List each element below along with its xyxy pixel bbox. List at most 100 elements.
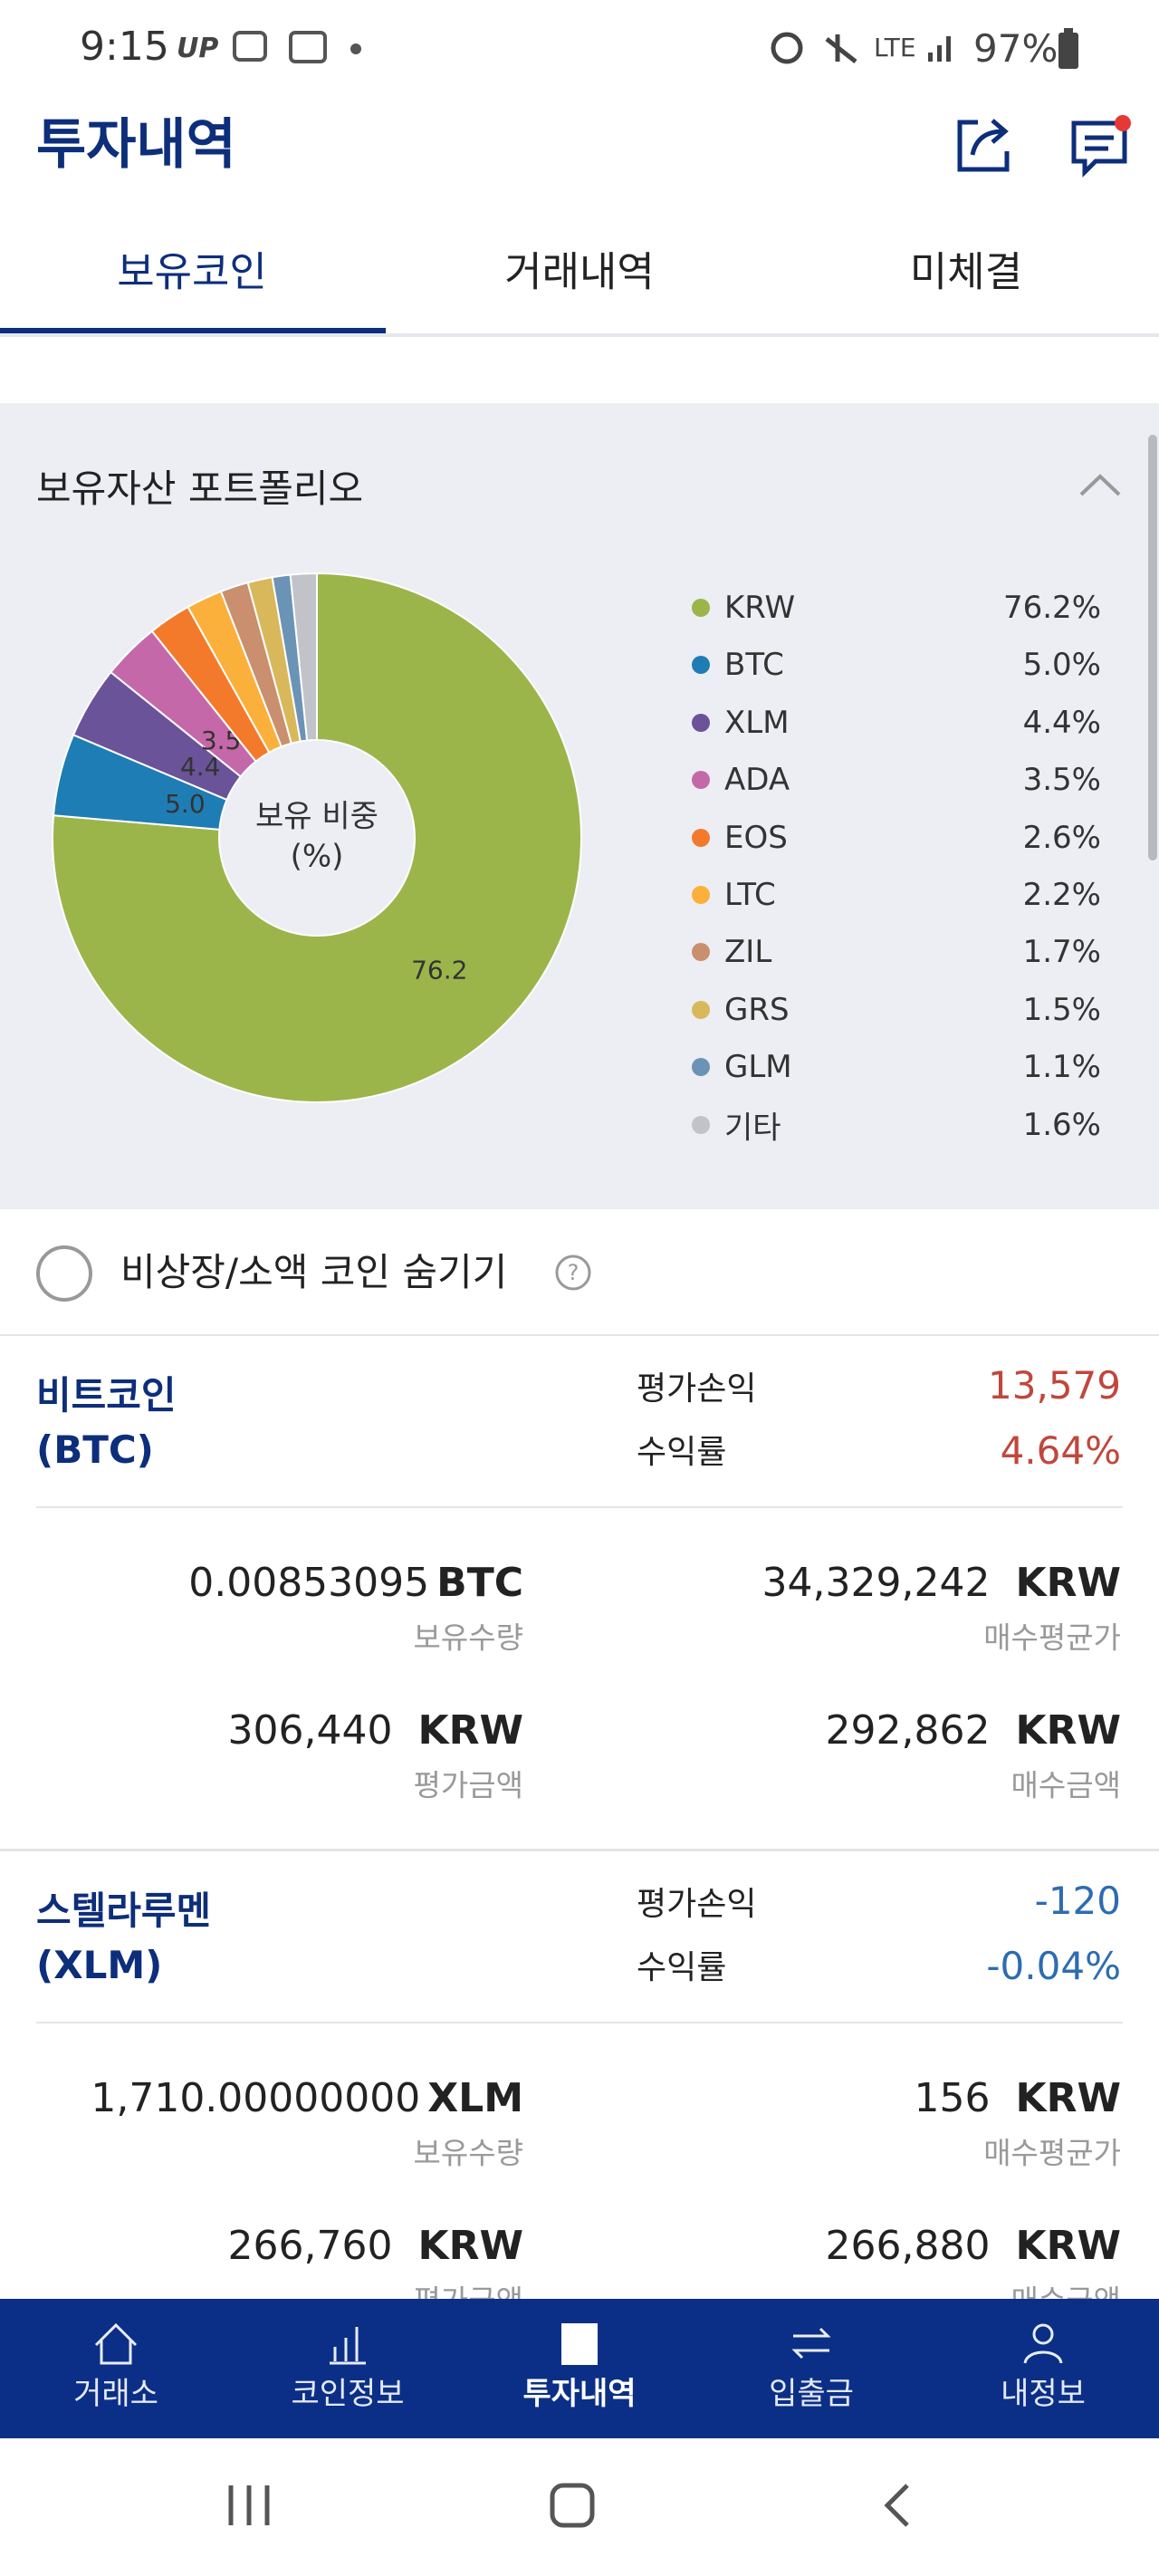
field-label: 매수평균가 — [983, 2135, 1121, 2171]
legend-value: 1.5% — [1022, 991, 1101, 1028]
status-battery: 97% — [973, 26, 1058, 71]
field-label: 매수평균가 — [983, 1620, 1121, 1656]
tab[interactable]: 보유코인 — [117, 247, 267, 296]
pnl-label: 평가손익 — [637, 1886, 757, 1923]
field-unit: KRW — [1015, 2223, 1121, 2269]
donut-chart: 76.25.04.43.5보유 비중(%) — [52, 572, 582, 1103]
field-unit: KRW — [417, 2223, 523, 2269]
legend-value: 2.2% — [1022, 877, 1101, 913]
legend-label: EOS — [724, 819, 788, 856]
legend-label: GRS — [724, 991, 790, 1028]
legend-value: 5.0% — [1022, 647, 1101, 684]
scrollbar — [1148, 435, 1157, 860]
field-value: 266,880 KRW — [826, 2226, 1121, 2266]
hide-toggle-label: 비상장/소액 코인 숨기기 — [120, 1250, 508, 1294]
portfolio-title: 보유자산 포트폴리오 — [36, 466, 364, 511]
battery-icon — [1058, 28, 1078, 69]
pnl-value: 13,579 — [988, 1363, 1121, 1408]
system-nav — [0, 2438, 1159, 2576]
field-label: 평가금액 — [413, 1767, 523, 1803]
hide-toggle-checkbox[interactable] — [34, 1244, 94, 1303]
field-value: 0.00853095 BTC — [188, 1563, 523, 1603]
field-unit: KRW — [1015, 1560, 1121, 1606]
tab[interactable]: 거래내역 — [504, 247, 655, 296]
legend-value: 4.4% — [1022, 704, 1101, 741]
field-number: 0.00853095 — [188, 1560, 430, 1606]
legend-label: ADA — [724, 762, 790, 799]
legend-value: 3.5% — [1022, 762, 1101, 799]
legend-label: 기타 — [724, 1110, 781, 1147]
coin-name: 스텔라루멘 — [36, 1889, 212, 1933]
donut-center-label: 보유 비중 — [255, 799, 378, 835]
field-unit: XLM — [427, 2075, 523, 2121]
tab-indicator — [0, 328, 386, 333]
tab[interactable]: 미체결 — [909, 247, 1023, 296]
legend: KRW 76.2% BTC 5.0% XLM 4.4% ADA 3.5% EOS 2.6% LTC 2… — [0, 403, 1159, 1209]
field-value: 266,760 KRW — [228, 2226, 523, 2266]
status-system-icons: LTE — [771, 32, 951, 64]
divider — [0, 1334, 1159, 1336]
collapse-button[interactable] — [1078, 471, 1123, 498]
legend-dot — [692, 1115, 710, 1134]
divider — [36, 1506, 1123, 1508]
legend-value: 2.6% — [1022, 819, 1101, 856]
field-number: 34,329,242 — [761, 1560, 991, 1606]
field-number: 292,862 — [825, 1707, 991, 1754]
coin-card: 스텔라루멘 (XLM) 평가손익 수익률 -120 -0.04% 1,710.0000000… — [0, 1850, 1159, 2367]
help-icon[interactable]: ? — [554, 1254, 592, 1292]
bottom-nav — [0, 2299, 1159, 2438]
slice-label: 5.0 — [165, 789, 206, 819]
legend-value: 1.7% — [1022, 934, 1101, 971]
status-time: 9:15 — [80, 24, 169, 70]
donut-center-label: (%) — [291, 839, 344, 875]
field-number: 156 — [914, 2075, 991, 2121]
rate-value: -0.04% — [986, 1944, 1121, 1988]
card-separator — [0, 1849, 1159, 1851]
field-value: 306,440 KRW — [228, 1711, 523, 1751]
legend-dot — [692, 1058, 710, 1077]
slice-label: 76.2 — [411, 955, 467, 985]
header-title: 투자내역 — [36, 113, 236, 177]
field-unit: KRW — [417, 1707, 523, 1754]
coin-ticker: (XLM) — [36, 1943, 163, 1987]
rate-label: 수익률 — [637, 1434, 727, 1471]
chat-button[interactable] — [1068, 109, 1141, 181]
share-button[interactable] — [951, 113, 1016, 178]
pnl-label: 평가손익 — [637, 1370, 757, 1408]
field-unit: KRW — [1015, 2075, 1121, 2121]
tab-divider — [0, 333, 1159, 337]
coin-name: 비트코인 — [36, 1373, 177, 1418]
donut-slice — [52, 572, 582, 1103]
field-value: 34,329,242 KRW — [762, 1563, 1121, 1603]
legend-label: XLM — [724, 704, 790, 741]
legend-dot — [692, 599, 710, 617]
legend-label: GLM — [724, 1049, 792, 1086]
legend-dot — [692, 713, 710, 732]
legend-label: KRW — [724, 590, 796, 626]
legend-dot — [692, 1000, 710, 1019]
rate-label: 수익률 — [637, 1949, 727, 1986]
legend-dot — [692, 771, 710, 790]
portfolio-section: 보유자산 포트폴리오 76.2 5.0 4.4 3.5 보유 비중 (%) KRW 76.2… — [0, 403, 1159, 1209]
field-value: 156 KRW — [915, 2079, 1122, 2119]
svg-text:?: ? — [568, 1260, 580, 1285]
legend-label: ZIL — [724, 934, 772, 971]
divider — [36, 2022, 1123, 2023]
rate-value: 4.64% — [1000, 1428, 1121, 1473]
field-label: 매수금액 — [1011, 1767, 1121, 1803]
field-value: 1,710.00000000 XLM — [91, 2079, 523, 2119]
legend-dot — [692, 943, 710, 962]
status-icons — [233, 31, 361, 63]
field-value: 292,862 KRW — [826, 1711, 1121, 1751]
field-unit: KRW — [1015, 1707, 1121, 1754]
field-number: 266,760 — [227, 2223, 393, 2269]
legend-dot — [692, 886, 710, 904]
field-label: 보유수량 — [413, 2135, 523, 2171]
field-unit: BTC — [436, 1560, 523, 1606]
coin-ticker: (BTC) — [36, 1427, 154, 1472]
field-number: 306,440 — [227, 1707, 393, 1754]
legend-value: 1.1% — [1022, 1049, 1101, 1086]
donut-slice — [289, 572, 318, 742]
